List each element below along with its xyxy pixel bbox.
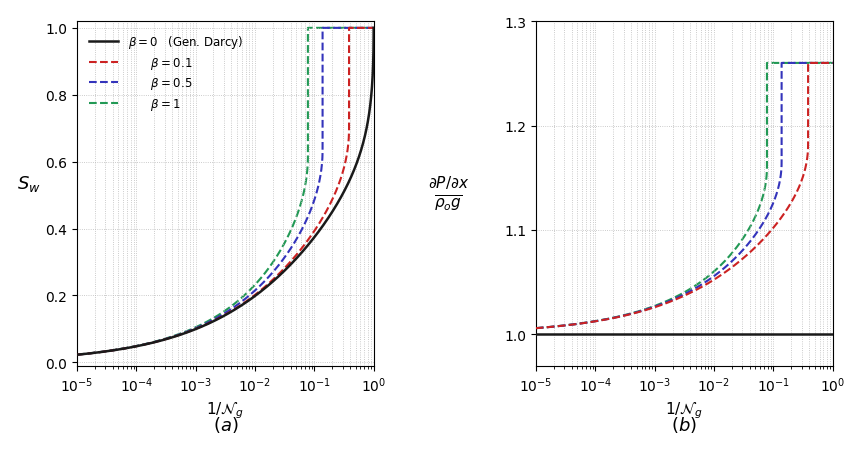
Text: $(b)$: $(b)$ [671,414,697,434]
Y-axis label: $S_w$: $S_w$ [16,174,40,194]
X-axis label: $1/\mathcal{N}_g$: $1/\mathcal{N}_g$ [665,400,703,420]
Legend: $\beta = 0\;\;$ (Gen. Darcy), $\quad\quad\beta = 0.1$, $\quad\quad\beta = 0.5$, : $\beta = 0\;\;$ (Gen. Darcy), $\quad\qua… [83,28,249,119]
Y-axis label: $\partial P/\partial x$
$\overline{\rho_o g}$: $\partial P/\partial x$ $\overline{\rho_… [427,174,468,214]
Text: $(a)$: $(a)$ [213,414,238,434]
X-axis label: $1/\mathcal{N}_g$: $1/\mathcal{N}_g$ [206,400,244,420]
